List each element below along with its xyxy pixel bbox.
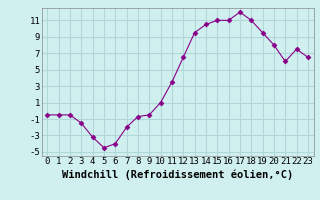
X-axis label: Windchill (Refroidissement éolien,°C): Windchill (Refroidissement éolien,°C) xyxy=(62,169,293,180)
